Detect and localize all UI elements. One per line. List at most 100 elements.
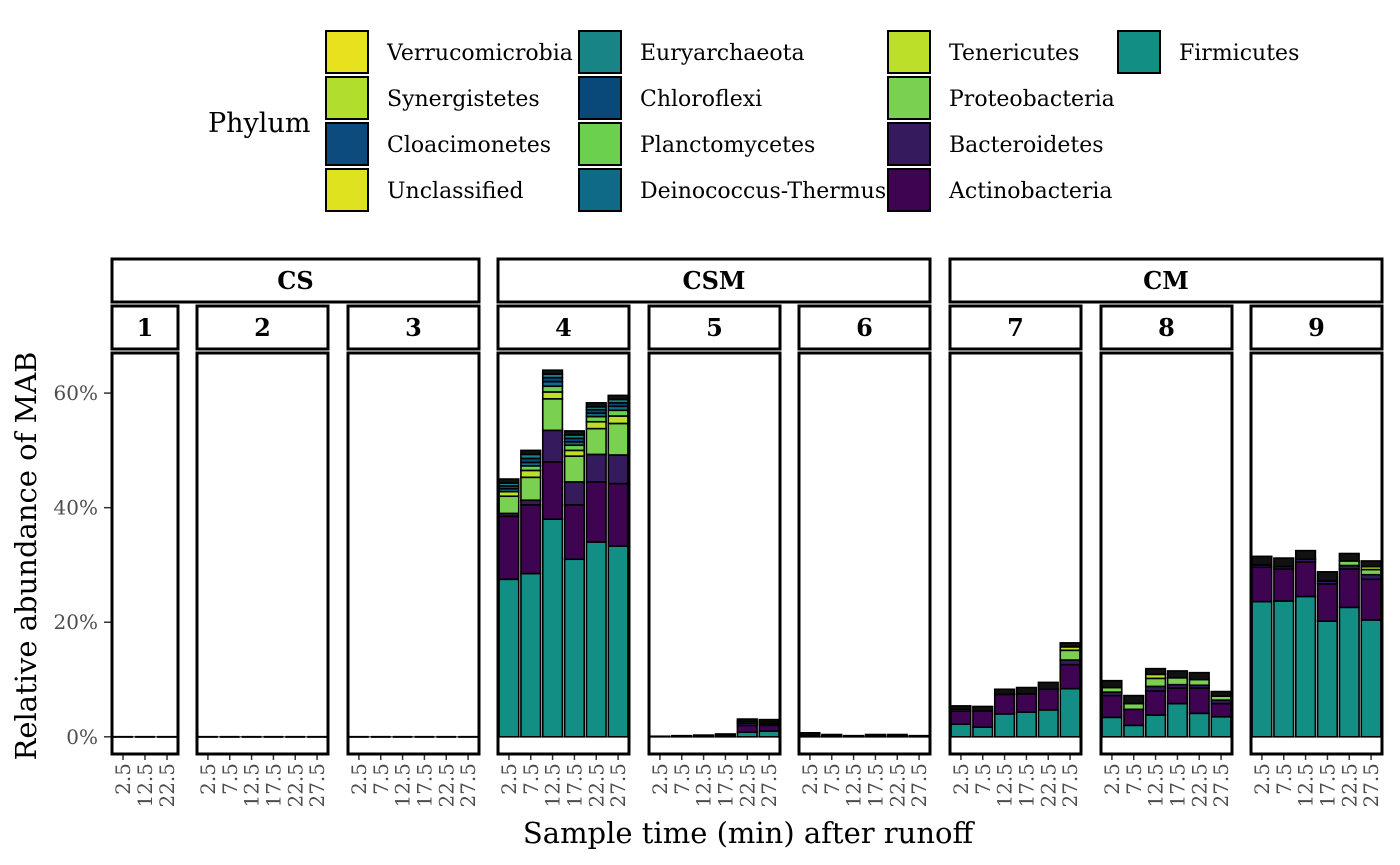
panel-border: [797, 351, 932, 756]
legend-title: Phylum: [208, 108, 310, 139]
bar-segment-other: [799, 732, 821, 736]
x-tick-label: 27.5: [1058, 763, 1082, 808]
legend: Phylum Verrucomicrobia Synergistetes Cloac…: [208, 30, 1299, 212]
facet-panels: 2.512.522.5 2.57.512.517.522.527.5 2.57.51…: [110, 351, 1384, 808]
x-tick-label: 27.5: [606, 763, 630, 808]
panel-9: 2.57.512.517.522.527.5: [1249, 351, 1384, 808]
bar-segment-firmicutes: [1316, 620, 1339, 738]
panel-strip-label: 8: [1158, 313, 1175, 342]
panel-background: [498, 353, 629, 754]
x-tick-label: 7.5: [820, 763, 844, 795]
legend-key-cloacimonetes: [325, 122, 369, 166]
bar-segment-tenericutes: [607, 415, 629, 425]
x-tick-label: 17.5: [562, 763, 586, 808]
bar-segment-actinobacteria: [1251, 566, 1273, 603]
legend-label-firmicutes: Firmicutes: [1179, 41, 1299, 66]
bar-segment-firmicutes: [1360, 619, 1382, 738]
bar-segment-other: [758, 718, 780, 723]
legend-label-proteobacteria: Proteobacteria: [949, 87, 1115, 112]
legend-key-firmicutes: [1117, 30, 1161, 74]
panel-3: 2.57.512.517.522.527.5: [346, 351, 481, 808]
bar-segment-other: [1251, 555, 1273, 566]
bar-segment-actinobacteria: [1294, 561, 1317, 598]
panel-2: 2.57.512.517.522.527.5: [195, 351, 330, 808]
bar-segment-other: [1101, 679, 1123, 689]
bar-segment-other: [842, 734, 865, 738]
x-tick-label: 7.5: [1272, 763, 1296, 795]
panel-strip-1: [110, 304, 180, 351]
bar-segment-other: [1273, 557, 1295, 568]
bar-segment-firmicutes: [1144, 714, 1167, 738]
bar-segment-proteobacteria: [585, 427, 607, 456]
bar-segment-actinobacteria: [972, 710, 994, 728]
legend-key-verrucomicrobia: [325, 30, 369, 74]
x-tick-label: 17.5: [1315, 763, 1339, 808]
bar-segment-proteobacteria: [1166, 677, 1189, 686]
x-tick-label: 2.5: [648, 763, 672, 795]
bar-segment-actinobacteria: [1188, 687, 1210, 715]
bar-segment-proteobacteria: [1059, 649, 1081, 661]
bar-segment-planctomycetes: [607, 409, 629, 417]
panel-border: [346, 351, 481, 756]
panel-strip-5: [647, 304, 782, 351]
panel-strip-3: [346, 304, 481, 351]
panel-border: [1099, 351, 1234, 756]
bar-segment-firmicutes: [607, 545, 629, 738]
panel-border: [1249, 351, 1384, 756]
legend-label-unclassified: Unclassified: [387, 179, 524, 204]
x-tick-label: 12.5: [541, 763, 565, 808]
x-tick-label: 7.5: [519, 763, 543, 795]
x-tick-label: 12.5: [692, 763, 716, 808]
x-tick-label: 22.5: [155, 763, 179, 808]
bar-segment-actinobacteria: [1059, 663, 1081, 690]
bar-segment-bacteroidetes: [607, 454, 629, 485]
bar-segment-firmicutes: [1294, 595, 1317, 738]
legend-key-proteobacteria: [887, 76, 931, 120]
bar-segment-actinobacteria: [1316, 583, 1339, 622]
bar-segment-firmicutes: [758, 730, 780, 738]
bar-segment-actinobacteria: [1210, 702, 1232, 718]
panel-strip-label: 5: [706, 313, 723, 342]
bar-segment-firmicutes: [1273, 600, 1295, 738]
bar-segment-other: [1037, 681, 1059, 691]
facet-strips: 1 2 3 4 5 6 7 8 9 CS CSM CM: [110, 257, 1384, 351]
bar-segment-firmicutes: [541, 518, 564, 738]
panel-strip-label: 6: [856, 313, 873, 342]
x-tick-label: 2.5: [949, 763, 973, 795]
bar-segment-other: [864, 733, 887, 737]
legend-label-actinobacteria: Actinobacteria: [948, 179, 1113, 204]
bar-segment-actinobacteria: [758, 724, 780, 732]
x-tick-label: 22.5: [283, 763, 307, 808]
x-tick-label: 17.5: [1165, 763, 1189, 808]
x-tick-label: 2.5: [1250, 763, 1274, 795]
group-strip-cs: [110, 257, 481, 304]
bar-segment-other: [1210, 690, 1232, 697]
bar-segment-actinobacteria: [1166, 687, 1189, 705]
x-tick-label: 12.5: [993, 763, 1017, 808]
panel-border: [647, 351, 782, 756]
legend-key-tenericutes: [887, 30, 931, 74]
bar-segment-other: [1015, 686, 1038, 695]
x-tick-label: 22.5: [584, 763, 608, 808]
legend-label-verrucomicrobia: Verrucomicrobia: [386, 41, 573, 66]
bar-segment-other: [520, 449, 542, 456]
x-tick-label: 2.5: [798, 763, 822, 795]
bar-segment-actinobacteria: [541, 461, 564, 520]
group-strip-label: CS: [277, 266, 313, 295]
x-tick-label: 12.5: [133, 763, 157, 808]
bar-segment-actinobacteria: [736, 724, 758, 734]
legend-key-unclassified: [325, 168, 369, 212]
y-tick-label: 40%: [54, 496, 98, 520]
bar-segment-other: [972, 705, 994, 712]
x-axis-title: Sample time (min) after runoff: [523, 816, 976, 850]
x-tick-label: 27.5: [757, 763, 781, 808]
bar-segment-bacteroidetes: [563, 481, 586, 506]
panel-background: [950, 353, 1081, 754]
bar-segment-firmicutes: [1166, 702, 1189, 738]
bar-segment-proteobacteria: [1144, 677, 1167, 688]
x-tick-label: 12.5: [391, 763, 415, 808]
group-strip-label: CM: [1143, 266, 1189, 295]
panel-strip-6: [797, 304, 932, 351]
bar-segment-firmicutes: [1188, 712, 1210, 738]
